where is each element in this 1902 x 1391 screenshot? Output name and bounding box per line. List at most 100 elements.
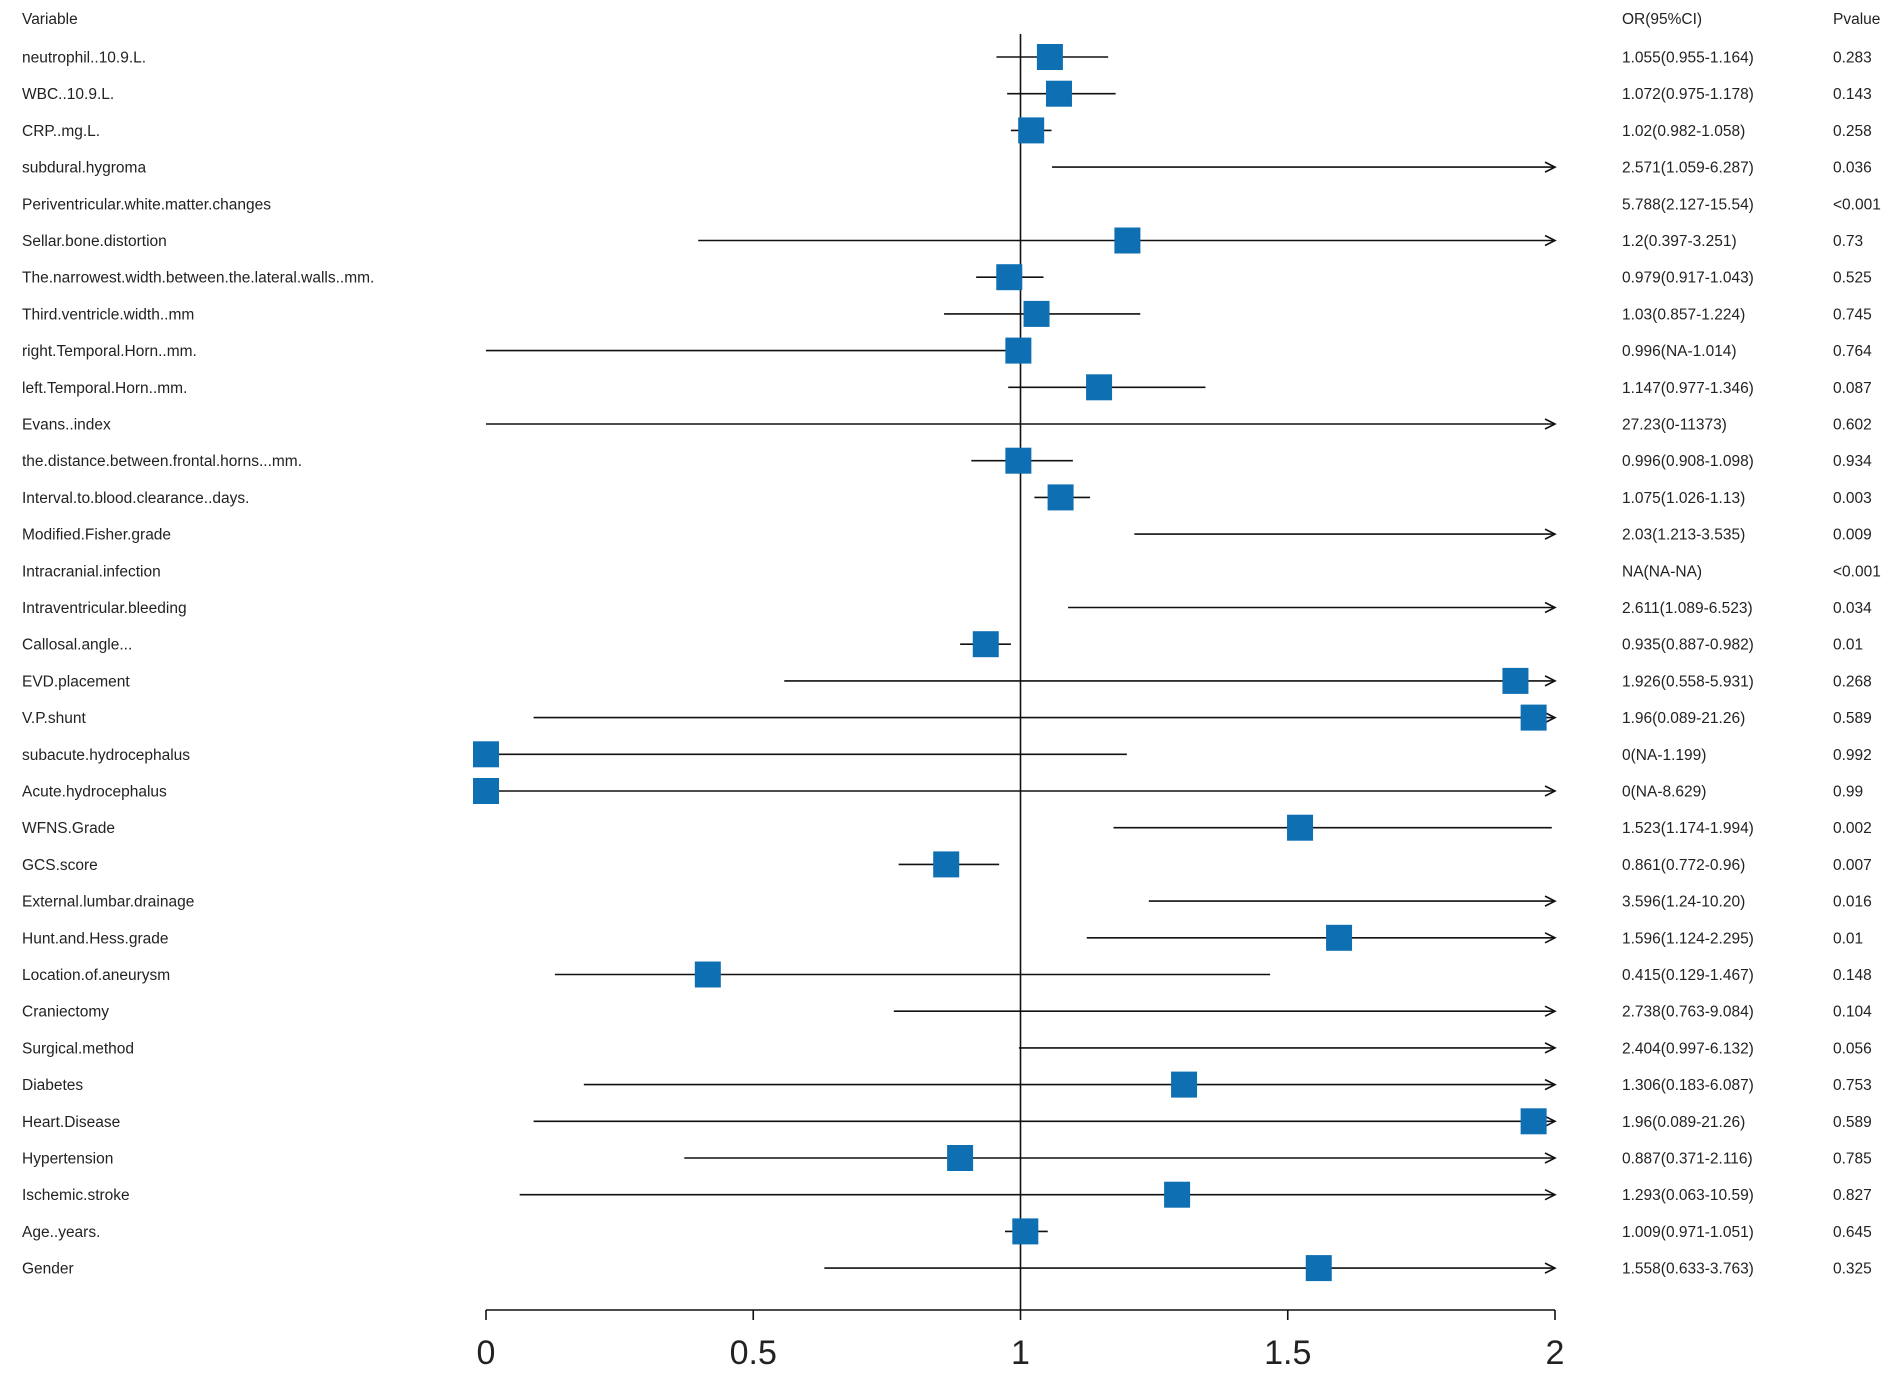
row-pvalue: 0.589 [1833, 1114, 1872, 1131]
ci-arrow [1544, 932, 1557, 944]
ci-arrow [1544, 1042, 1557, 1054]
row-pvalue: 0.003 [1833, 490, 1872, 507]
row-pvalue: 0.99 [1833, 784, 1863, 801]
row-or-ci: 3.596(1.24-10.20) [1622, 894, 1745, 911]
row-pvalue: 0.589 [1833, 710, 1872, 727]
ci-arrow [1544, 528, 1557, 540]
row-pvalue: 0.016 [1833, 894, 1872, 911]
row-or-ci: 5.788(2.127-15.54) [1622, 196, 1754, 213]
or-marker [996, 264, 1023, 291]
or-marker [1005, 447, 1032, 474]
or-marker [933, 851, 960, 878]
or-marker [1171, 1071, 1198, 1098]
row-or-ci: 2.03(1.213-3.535) [1622, 527, 1745, 544]
row-label: WBC..10.9.L. [22, 86, 114, 103]
row-or-ci: 1.009(0.971-1.051) [1622, 1224, 1754, 1241]
row-label: Interval.to.blood.clearance..days. [22, 490, 249, 507]
row-or-ci: 1.02(0.982-1.058) [1622, 123, 1745, 140]
ci-arrow [1544, 601, 1557, 614]
row-label: Periventricular.white.matter.changes [22, 196, 271, 213]
row-pvalue: 0.002 [1833, 820, 1872, 837]
row-pvalue: 0.268 [1833, 673, 1872, 690]
row-pvalue: 0.525 [1833, 270, 1872, 287]
or-marker [1164, 1181, 1191, 1208]
row-label: right.Temporal.Horn..mm. [22, 343, 197, 360]
or-marker [1005, 337, 1032, 364]
x-tick-label: 2 [1546, 1334, 1565, 1372]
row-label: subacute.hydrocephalus [22, 747, 190, 764]
row-pvalue: 0.785 [1833, 1151, 1872, 1168]
row-or-ci: 2.404(0.997-6.132) [1622, 1040, 1754, 1057]
row-pvalue: 0.056 [1833, 1040, 1872, 1057]
row-label: left.Temporal.Horn..mm. [22, 380, 187, 397]
row-pvalue: 0.143 [1833, 86, 1872, 103]
ci-arrow [1544, 234, 1557, 247]
row-label: Ischemic.stroke [22, 1187, 130, 1204]
row-or-ci: 1.523(1.174-1.994) [1622, 820, 1754, 837]
row-label: EVD.placement [22, 673, 130, 690]
row-label: CRP..mg.L. [22, 123, 100, 140]
or-marker [1326, 924, 1353, 951]
or-marker [1045, 80, 1072, 107]
row-label: Hypertension [22, 1151, 113, 1168]
row-or-ci: 2.738(0.763-9.084) [1622, 1004, 1754, 1021]
ci-arrow [1544, 1078, 1557, 1091]
x-tick-label: 0.5 [730, 1334, 777, 1372]
row-or-ci: 1.96(0.089-21.26) [1622, 1114, 1745, 1131]
row-or-ci: 1.072(0.975-1.178) [1622, 86, 1754, 103]
or-marker [1502, 667, 1529, 694]
ci-arrow [1544, 418, 1557, 430]
row-or-ci: 0.979(0.917-1.043) [1622, 270, 1754, 287]
row-label: Intracranial.infection [22, 563, 161, 580]
or-marker [947, 1145, 974, 1171]
row-pvalue: 0.745 [1833, 306, 1872, 323]
row-label: Acute.hydrocephalus [22, 784, 167, 801]
row-pvalue: 0.009 [1833, 527, 1872, 544]
or-marker [473, 741, 499, 768]
row-or-ci: 1.558(0.633-3.763) [1622, 1261, 1754, 1278]
row-or-ci: 0.415(0.129-1.467) [1622, 967, 1754, 984]
row-or-ci: 1.306(0.183-6.087) [1622, 1077, 1754, 1094]
row-pvalue: 0.01 [1833, 637, 1863, 654]
row-label: External.lumbar.drainage [22, 894, 194, 911]
row-or-ci: 1.055(0.955-1.164) [1622, 50, 1754, 67]
row-or-ci: 1.2(0.397-3.251) [1622, 233, 1737, 250]
row-label: the.distance.between.frontal.horns...mm. [22, 453, 302, 470]
row-label: Craniectomy [22, 1004, 109, 1021]
row-label: Intraventricular.bleeding [22, 600, 187, 617]
or-marker [1287, 814, 1314, 841]
x-axis: 0 0.5 1 1.5 2 [477, 1309, 1565, 1372]
row-pvalue: 0.325 [1833, 1261, 1872, 1278]
row-pvalue: 0.258 [1833, 123, 1872, 140]
row-or-ci: 1.147(0.977-1.346) [1622, 380, 1754, 397]
or-marker [1012, 1218, 1039, 1245]
row-or-ci: 1.075(1.026-1.13) [1622, 490, 1745, 507]
ci-arrow [1544, 895, 1557, 907]
row-or-ci: NA(NA-NA) [1622, 563, 1702, 580]
row-label: GCS.score [22, 857, 98, 874]
row-or-ci: 0(NA-1.199) [1622, 747, 1706, 764]
ci-arrow [1544, 785, 1557, 797]
row-pvalue: 0.73 [1833, 233, 1863, 250]
row-pvalue: <0.001 [1833, 563, 1881, 580]
row-or-ci: 1.96(0.089-21.26) [1622, 710, 1745, 727]
ci-arrow [1544, 675, 1557, 687]
or-marker [473, 778, 499, 804]
header-variable: Variable [22, 11, 78, 28]
row-or-ci: 27.23(0-11373) [1622, 417, 1727, 434]
ci-arrow [1544, 711, 1557, 724]
row-or-ci: 0.887(0.371-2.116) [1622, 1151, 1753, 1168]
or-marker [1305, 1255, 1332, 1282]
header-pvalue: Pvalue [1833, 11, 1880, 28]
row-pvalue: 0.104 [1833, 1004, 1872, 1021]
ci-arrow [1544, 1005, 1557, 1017]
row-label: Sellar.bone.distortion [22, 233, 167, 250]
row-or-ci: 2.611(1.089-6.523) [1622, 600, 1753, 617]
row-label: Age..years. [22, 1224, 100, 1241]
row-or-ci: 0.861(0.772-0.96) [1622, 857, 1745, 874]
row-label: V.P.shunt [22, 710, 86, 727]
or-marker [1018, 117, 1045, 144]
or-marker [1520, 1108, 1547, 1135]
row-pvalue: 0.036 [1833, 160, 1872, 177]
